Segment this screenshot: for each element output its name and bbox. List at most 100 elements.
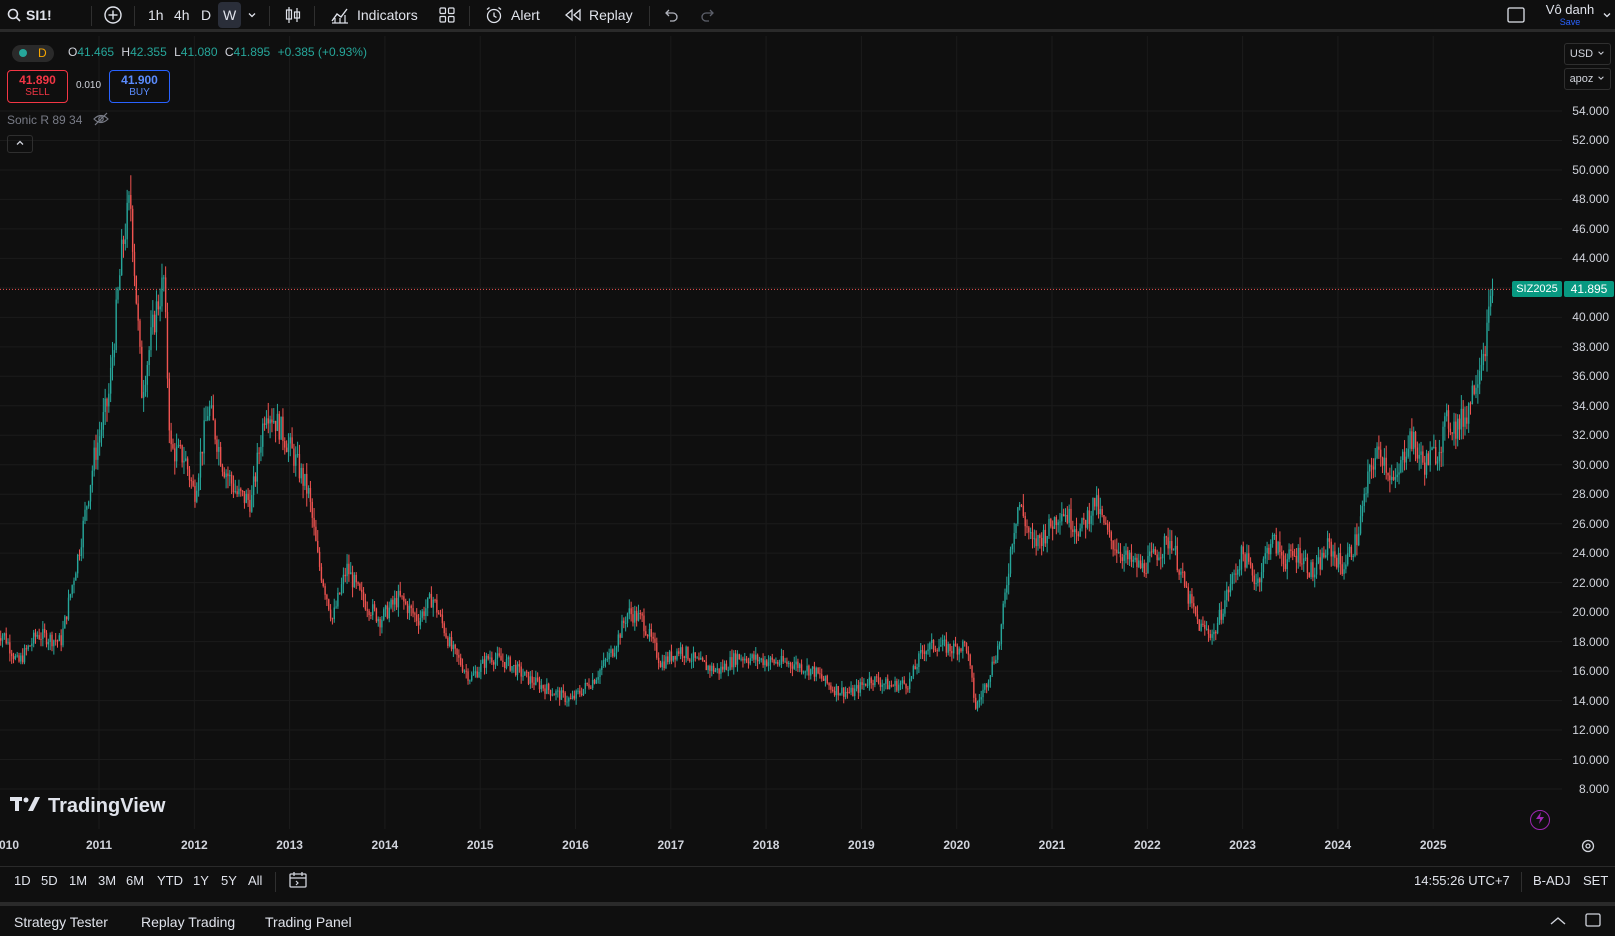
price-chart-canvas[interactable] <box>0 36 1562 829</box>
square-icon <box>1506 6 1526 24</box>
maximize-panel-button[interactable] <box>1584 912 1602 933</box>
candle <box>606 651 609 663</box>
range-button-3m[interactable]: 3M <box>98 873 117 888</box>
candle <box>960 647 962 653</box>
currency-selector[interactable]: USD <box>1564 43 1611 65</box>
tab-trading-panel[interactable]: Trading Panel <box>265 914 352 930</box>
candle <box>1147 545 1149 574</box>
candle <box>309 480 312 513</box>
candlestick-icon <box>284 5 302 25</box>
layout-dropdown-button[interactable] <box>1602 0 1612 30</box>
go-to-date-button[interactable] <box>288 871 308 894</box>
indicator-name[interactable]: Sonic R 89 34 <box>7 113 83 127</box>
range-button-ytd[interactable]: YTD <box>157 873 183 888</box>
time-zone-button[interactable]: 14:55:26 UTC+7 <box>1414 873 1510 888</box>
candle <box>777 659 779 667</box>
market-status-pill[interactable]: D <box>12 45 54 62</box>
indicator-visibility-toggle[interactable] <box>93 112 109 131</box>
candle <box>887 674 889 690</box>
timeframe-4h[interactable]: 4h <box>174 7 190 23</box>
range-button-6m[interactable]: 6M <box>126 873 145 888</box>
candle <box>100 422 103 447</box>
candle <box>672 655 674 663</box>
range-button-5y[interactable]: 5Y <box>221 873 237 888</box>
save-button[interactable]: Save <box>1559 17 1581 27</box>
grid-icon <box>438 6 456 24</box>
candle <box>390 598 392 610</box>
candle <box>1198 619 1200 631</box>
candle <box>16 651 18 658</box>
candle <box>513 664 515 673</box>
toolbar-divider <box>314 6 315 26</box>
range-button-all[interactable]: All <box>248 873 263 888</box>
undo-button[interactable] <box>662 0 680 30</box>
candle <box>491 651 493 665</box>
candle <box>899 680 902 691</box>
range-button-1d[interactable]: 1D <box>14 873 31 888</box>
candle <box>681 644 684 662</box>
layout-name-menu[interactable]: Vô danh Save <box>1540 2 1600 27</box>
session-toggle[interactable]: SET <box>1583 873 1609 888</box>
candle <box>1312 559 1314 582</box>
layout-name: Vô danh <box>1545 2 1595 17</box>
adjustment-toggle[interactable]: B-ADJ <box>1533 873 1571 888</box>
tab-strategy-tester[interactable]: Strategy Tester <box>14 914 108 930</box>
candle <box>1094 497 1096 511</box>
candle <box>1205 621 1208 631</box>
candle <box>1237 566 1239 581</box>
candle <box>273 408 275 424</box>
candle <box>914 659 916 670</box>
candle <box>866 678 869 689</box>
timeframe-dropdown-button[interactable] <box>247 0 257 30</box>
candle <box>773 658 775 666</box>
sell-button[interactable]: 41.890 SELL <box>7 70 68 103</box>
candle <box>1 633 4 648</box>
indicators-button[interactable]: Indicators <box>330 0 418 30</box>
chart-pane[interactable] <box>0 36 1562 829</box>
candle <box>1051 520 1054 541</box>
scale-menu[interactable]: apoz <box>1564 68 1611 90</box>
candle <box>549 689 552 701</box>
candle <box>340 577 343 596</box>
candle <box>170 422 172 452</box>
candle <box>557 686 559 698</box>
indicator-templates-button[interactable] <box>438 0 456 30</box>
candle <box>1416 441 1419 463</box>
timeframe-w[interactable]: W <box>218 2 242 28</box>
collapse-legend-button[interactable] <box>7 135 33 153</box>
buy-button[interactable]: 41.900 BUY <box>109 70 170 103</box>
lightning-button[interactable] <box>1530 810 1550 830</box>
candle <box>122 235 125 258</box>
price-tick-label: 50.000 <box>1572 162 1609 177</box>
tab-replay-trading[interactable]: Replay Trading <box>141 914 236 930</box>
timeframe-1h[interactable]: 1h <box>148 7 164 23</box>
candle <box>1253 569 1255 591</box>
candle <box>599 668 601 684</box>
candle <box>1407 435 1409 459</box>
range-button-1m[interactable]: 1M <box>69 873 88 888</box>
candle <box>951 645 953 662</box>
expand-panel-button[interactable] <box>1549 914 1567 932</box>
candle <box>241 489 244 497</box>
symbol-search-button[interactable]: SI1! <box>7 0 52 30</box>
range-button-5d[interactable]: 5D <box>41 873 58 888</box>
candle <box>1055 515 1058 535</box>
layout-button[interactable] <box>1506 0 1526 30</box>
candle <box>32 629 35 648</box>
timeframe-d[interactable]: D <box>201 7 212 23</box>
compare-symbol-button[interactable] <box>103 0 123 30</box>
candle <box>918 651 920 674</box>
candle <box>335 600 337 609</box>
range-button-1y[interactable]: 1Y <box>193 873 209 888</box>
candle <box>1083 512 1085 525</box>
alert-button[interactable]: Alert <box>484 0 540 30</box>
candle <box>5 627 7 645</box>
redo-button[interactable] <box>699 0 717 30</box>
candle <box>696 656 698 659</box>
candle <box>1017 506 1019 527</box>
price-axis[interactable] <box>1562 36 1615 865</box>
chart-type-button[interactable] <box>284 0 302 30</box>
axis-settings-button[interactable] <box>1580 838 1596 859</box>
replay-button[interactable]: Replay <box>564 0 633 30</box>
candle <box>898 679 900 694</box>
